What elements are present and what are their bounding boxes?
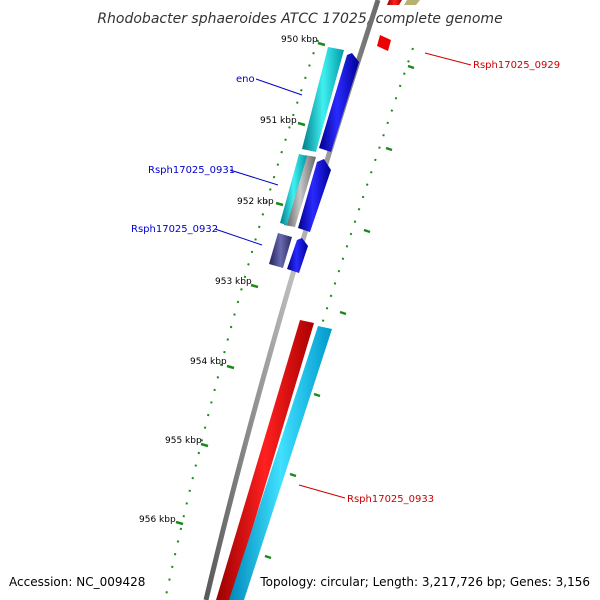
map-title: Rhodobacter sphaeroides ATCC 17025, comp… xyxy=(97,11,502,27)
tick-951 xyxy=(297,121,306,127)
rsph17025-0932-leader-line xyxy=(214,228,263,246)
tick-950 xyxy=(317,41,326,47)
tick-labels: 950 kbp 951 kbp 952 kbp 953 kbp 954 kbp … xyxy=(139,35,318,525)
top-red-feature xyxy=(387,0,402,5)
tick-label-955: 955 kbp xyxy=(165,436,202,446)
outer-tick-4 xyxy=(339,310,347,316)
tick-952 xyxy=(275,201,284,207)
tick-label-953: 953 kbp xyxy=(215,277,252,287)
eno-leader-line xyxy=(255,78,303,96)
tick-label-951: 951 kbp xyxy=(260,116,297,126)
tick-label-954: 954 kbp xyxy=(190,357,227,367)
eno-forward-gene xyxy=(319,53,359,152)
tick-956 xyxy=(175,520,184,526)
rsph17025-0931-gray-gene xyxy=(284,155,316,227)
rsph17025-0933-red-gene xyxy=(216,320,314,600)
tick-label-956: 956 kbp xyxy=(139,515,176,525)
genome-backbone xyxy=(203,0,381,600)
top-olive-feature xyxy=(404,0,420,5)
rsph17025-0931-forward-gene xyxy=(298,159,331,232)
tick-label-950: 950 kbp xyxy=(281,35,318,45)
rsph17025-0933-gene xyxy=(229,326,332,600)
outer-tick-6 xyxy=(289,472,297,478)
rsph17025-0931-label: Rsph17025_0931 xyxy=(148,165,235,176)
major-ticks xyxy=(175,41,415,560)
outer-tick-7 xyxy=(264,554,272,560)
rsph17025-0929-gene xyxy=(377,35,391,51)
rsph17025-0931-leader-line xyxy=(229,169,279,186)
tick-label-952: 952 kbp xyxy=(237,197,274,207)
rsph17025-0929-label: Rsph17025_0929 xyxy=(473,60,560,71)
eno-label: eno xyxy=(236,74,255,85)
accession-text: Accession: NC_009428 xyxy=(9,575,145,589)
rsph17025-0929-leader-line xyxy=(424,52,472,66)
outer-tick-1 xyxy=(407,64,415,70)
outer-tick-3 xyxy=(363,228,371,234)
outer-tick-5 xyxy=(313,392,321,398)
rsph17025-0933-leader-line xyxy=(298,484,346,499)
rsph17025-0932-label: Rsph17025_0932 xyxy=(131,224,218,235)
tick-954 xyxy=(226,364,235,370)
rsph17025-0931-gene xyxy=(280,154,307,225)
rsph17025-0933-label: Rsph17025_0933 xyxy=(347,494,434,505)
rsph17025-0932-forward-gene xyxy=(287,238,308,273)
topology-text: Topology: circular; Length: 3,217,726 bp… xyxy=(259,575,590,589)
tick-953 xyxy=(250,283,259,289)
inner-tick-ring xyxy=(164,39,319,600)
tick-955 xyxy=(200,442,209,448)
rsph17025-0932-gene xyxy=(269,233,292,268)
eno-gene xyxy=(302,47,344,152)
outer-tick-2 xyxy=(385,146,393,152)
